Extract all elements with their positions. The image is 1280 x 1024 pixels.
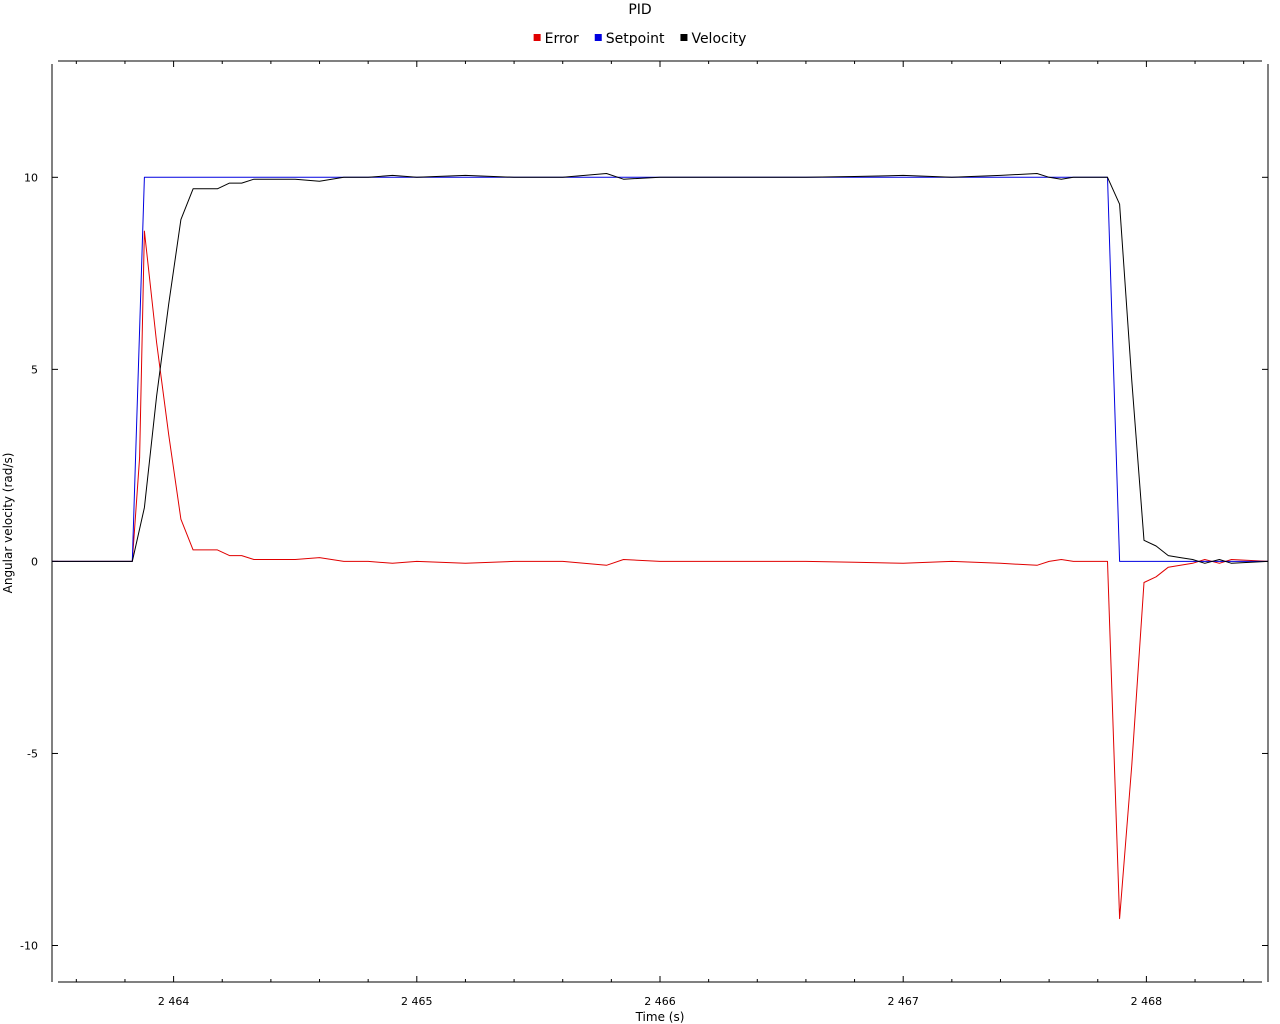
y-axis-ticks: -10 -5 0 5 10 [20,171,1268,953]
legend-swatch [533,34,541,41]
legend-item-velocity: Velocity [680,31,746,47]
y-tick-label: 0 [31,555,38,568]
y-tick-label: 10 [24,171,38,184]
x-tick-label: 2 466 [644,995,676,1008]
y-tick-label: -5 [27,747,38,760]
legend-label: Velocity [691,31,746,47]
legend-swatch [680,34,688,41]
legend-label: Error [545,31,579,47]
legend-item-setpoint: Setpoint [594,31,665,47]
y-axis-label: Angular velocity (rad/s) [1,453,15,594]
x-tick-label: 2 467 [887,995,919,1008]
x-tick-label: 2 464 [158,995,190,1008]
series-line-error [52,230,1269,920]
y-tick-label: 5 [31,363,38,376]
legend-label: Setpoint [606,31,665,47]
plot-series [52,173,1269,920]
x-axis-label: Time (s) [635,1010,685,1024]
y-tick-label: -10 [20,940,38,953]
legend-swatch [594,34,602,41]
x-axis-ticks: 2 464 2 465 2 466 2 467 2 468 [75,61,1245,1008]
legend: Error Setpoint Velocity [533,31,746,47]
x-tick-label: 2 465 [401,995,433,1008]
series-line-velocity [52,173,1269,564]
legend-item-error: Error [533,31,579,47]
x-tick-label: 2 468 [1131,995,1163,1008]
chart-title: PID [628,2,651,18]
